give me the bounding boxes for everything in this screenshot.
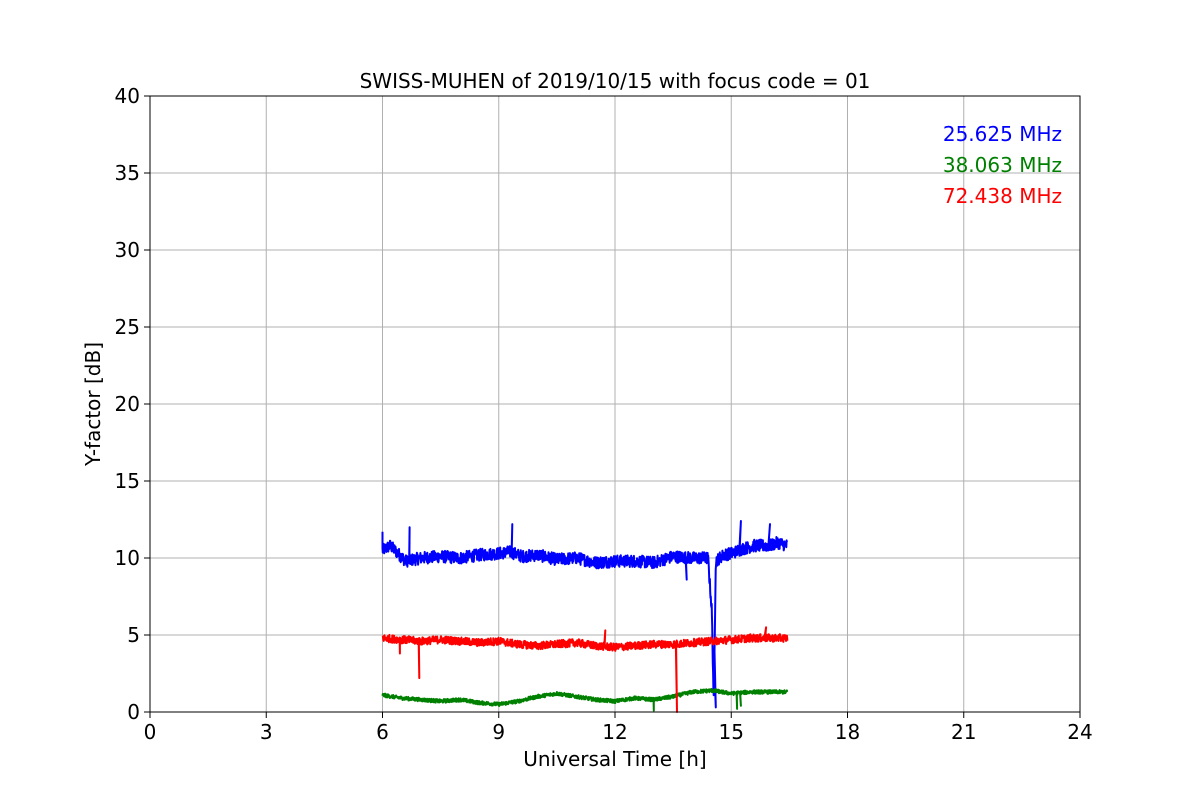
y-tick-label: 40: [115, 84, 140, 108]
y-tick-label: 0: [127, 700, 140, 724]
y-tick-label: 30: [115, 238, 140, 262]
y-tick-label: 15: [115, 469, 140, 493]
y-tick-label: 20: [115, 392, 140, 416]
y-axis-label: Y-factor [dB]: [81, 342, 105, 467]
series-line-3: [381, 626, 789, 713]
x-tick-label: 18: [835, 720, 860, 744]
x-tick-label: 15: [719, 720, 744, 744]
chart-title: SWISS-MUHEN of 2019/10/15 with focus cod…: [360, 69, 871, 93]
legend: 25.625 MHz 38.063 MHz 72.438 MHz: [943, 122, 1062, 208]
legend-entry-1: 25.625 MHz: [943, 122, 1062, 146]
series-line-1: [381, 520, 789, 709]
x-tick-label: 24: [1067, 720, 1092, 744]
x-tick-label: 6: [376, 720, 389, 744]
x-axis-label: Universal Time [h]: [523, 747, 706, 771]
y-tick-label: 35: [115, 161, 140, 185]
series-line-2: [381, 688, 789, 712]
y-tick-label: 5: [127, 623, 140, 647]
x-tick-label: 0: [144, 720, 157, 744]
legend-entry-3: 72.438 MHz: [943, 184, 1062, 208]
x-tick-label: 21: [951, 720, 976, 744]
x-tick-label: 3: [260, 720, 273, 744]
y-tick-label: 10: [115, 546, 140, 570]
legend-entry-2: 38.063 MHz: [943, 153, 1062, 177]
x-tick-label: 9: [492, 720, 505, 744]
x-tick-label: 12: [602, 720, 627, 744]
y-tick-label: 25: [115, 315, 140, 339]
series-layer: [381, 520, 789, 713]
axis-ticks: 0 3 6 9 12 15 18 21 24 0 5 10 15 20 25 30 35 40: [115, 84, 1093, 744]
